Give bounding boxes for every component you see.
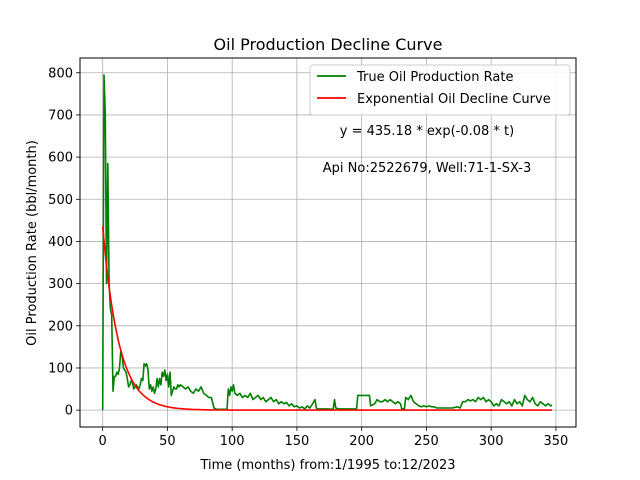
true-production-rate-line (101, 74, 553, 411)
y-tick-label: 600 (48, 151, 73, 166)
x-tick-label: 200 (349, 434, 374, 449)
grid-lines (80, 58, 576, 427)
x-tick-label: 150 (285, 434, 310, 449)
equation-annotation: y = 435.18 * exp(-0.08 * t) (340, 124, 514, 139)
chart-title: Oil Production Decline Curve (214, 35, 443, 54)
x-tick-label: 0 (99, 434, 107, 449)
axis-ticks: 0 50 100 150 200 250 300 350 0 100 200 300 400 500 600… (48, 66, 568, 449)
y-tick-label: 800 (48, 66, 73, 81)
y-tick-label: 300 (48, 277, 73, 292)
axes-frame (79, 57, 577, 428)
y-tick-label: 400 (48, 235, 73, 250)
y-tick-label: 0 (65, 404, 73, 419)
legend: True Oil Production Rate Exponential Oil… (309, 64, 571, 116)
y-tick-label: 500 (48, 193, 73, 208)
y-axis-label: Oil Production Rate (bbl/month) (25, 140, 40, 346)
y-tick-label: 200 (48, 319, 73, 334)
y-tick-label: 700 (48, 108, 73, 123)
x-tick-label: 50 (159, 434, 176, 449)
y-tick-label: 100 (48, 361, 73, 376)
legend-label-decline-curve: Exponential Oil Decline Curve (357, 92, 551, 107)
x-tick-label: 350 (544, 434, 569, 449)
legend-label-true-rate: True Oil Production Rate (356, 70, 513, 85)
x-tick-label: 250 (414, 434, 439, 449)
exponential-decline-curve-line (101, 226, 552, 411)
plot-area (101, 74, 553, 411)
legend-box (309, 64, 571, 116)
x-tick-label: 100 (220, 434, 245, 449)
x-axis-label: Time (months) from:1/1995 to:12/2023 (199, 458, 455, 473)
well-annotation: Api No:2522679, Well:71-1-SX-3 (323, 161, 531, 176)
x-tick-label: 300 (479, 434, 504, 449)
